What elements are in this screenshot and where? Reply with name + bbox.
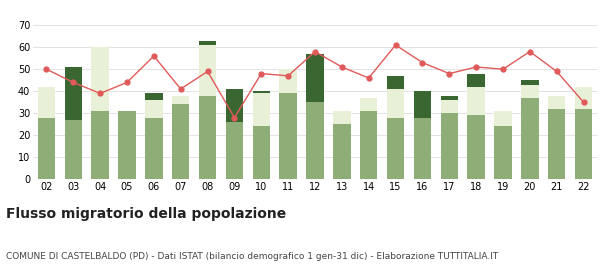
Bar (414, 91, 431, 118)
Text: COMUNE DI CASTELBALDO (PD) - Dati ISTAT (bilancio demografico 1 gen-31 dic) - El: COMUNE DI CASTELBALDO (PD) - Dati ISTAT … (6, 252, 498, 261)
Bar (548, 109, 565, 179)
Bar (575, 109, 592, 179)
Bar (65, 120, 82, 179)
Bar (548, 95, 565, 109)
Bar (521, 80, 539, 85)
Bar (467, 74, 485, 87)
Bar (118, 111, 136, 179)
Bar (199, 41, 216, 45)
Bar (333, 111, 350, 124)
Bar (280, 69, 297, 94)
Bar (172, 95, 190, 104)
Bar (467, 87, 485, 115)
Bar (387, 118, 404, 179)
Bar (38, 87, 55, 118)
Bar (333, 124, 350, 179)
Bar (467, 115, 485, 179)
Text: Flusso migratorio della popolazione: Flusso migratorio della popolazione (6, 207, 286, 221)
Bar (521, 98, 539, 179)
Bar (575, 87, 592, 109)
Bar (172, 104, 190, 179)
Bar (38, 118, 55, 179)
Bar (280, 94, 297, 179)
Bar (226, 122, 243, 179)
Bar (199, 45, 216, 95)
Bar (494, 126, 512, 179)
Bar (360, 98, 377, 111)
Bar (145, 94, 163, 100)
Bar (521, 85, 539, 98)
Bar (253, 94, 270, 126)
Bar (306, 54, 324, 102)
Bar (65, 67, 82, 120)
Bar (306, 102, 324, 179)
Bar (387, 89, 404, 118)
Bar (253, 126, 270, 179)
Bar (91, 111, 109, 179)
Bar (387, 76, 404, 89)
Bar (199, 95, 216, 179)
Bar (440, 95, 458, 100)
Bar (226, 89, 243, 122)
Bar (253, 91, 270, 94)
Bar (440, 113, 458, 179)
Bar (91, 47, 109, 111)
Bar (145, 100, 163, 118)
Bar (145, 118, 163, 179)
Bar (414, 118, 431, 179)
Bar (494, 111, 512, 126)
Bar (360, 111, 377, 179)
Bar (440, 100, 458, 113)
